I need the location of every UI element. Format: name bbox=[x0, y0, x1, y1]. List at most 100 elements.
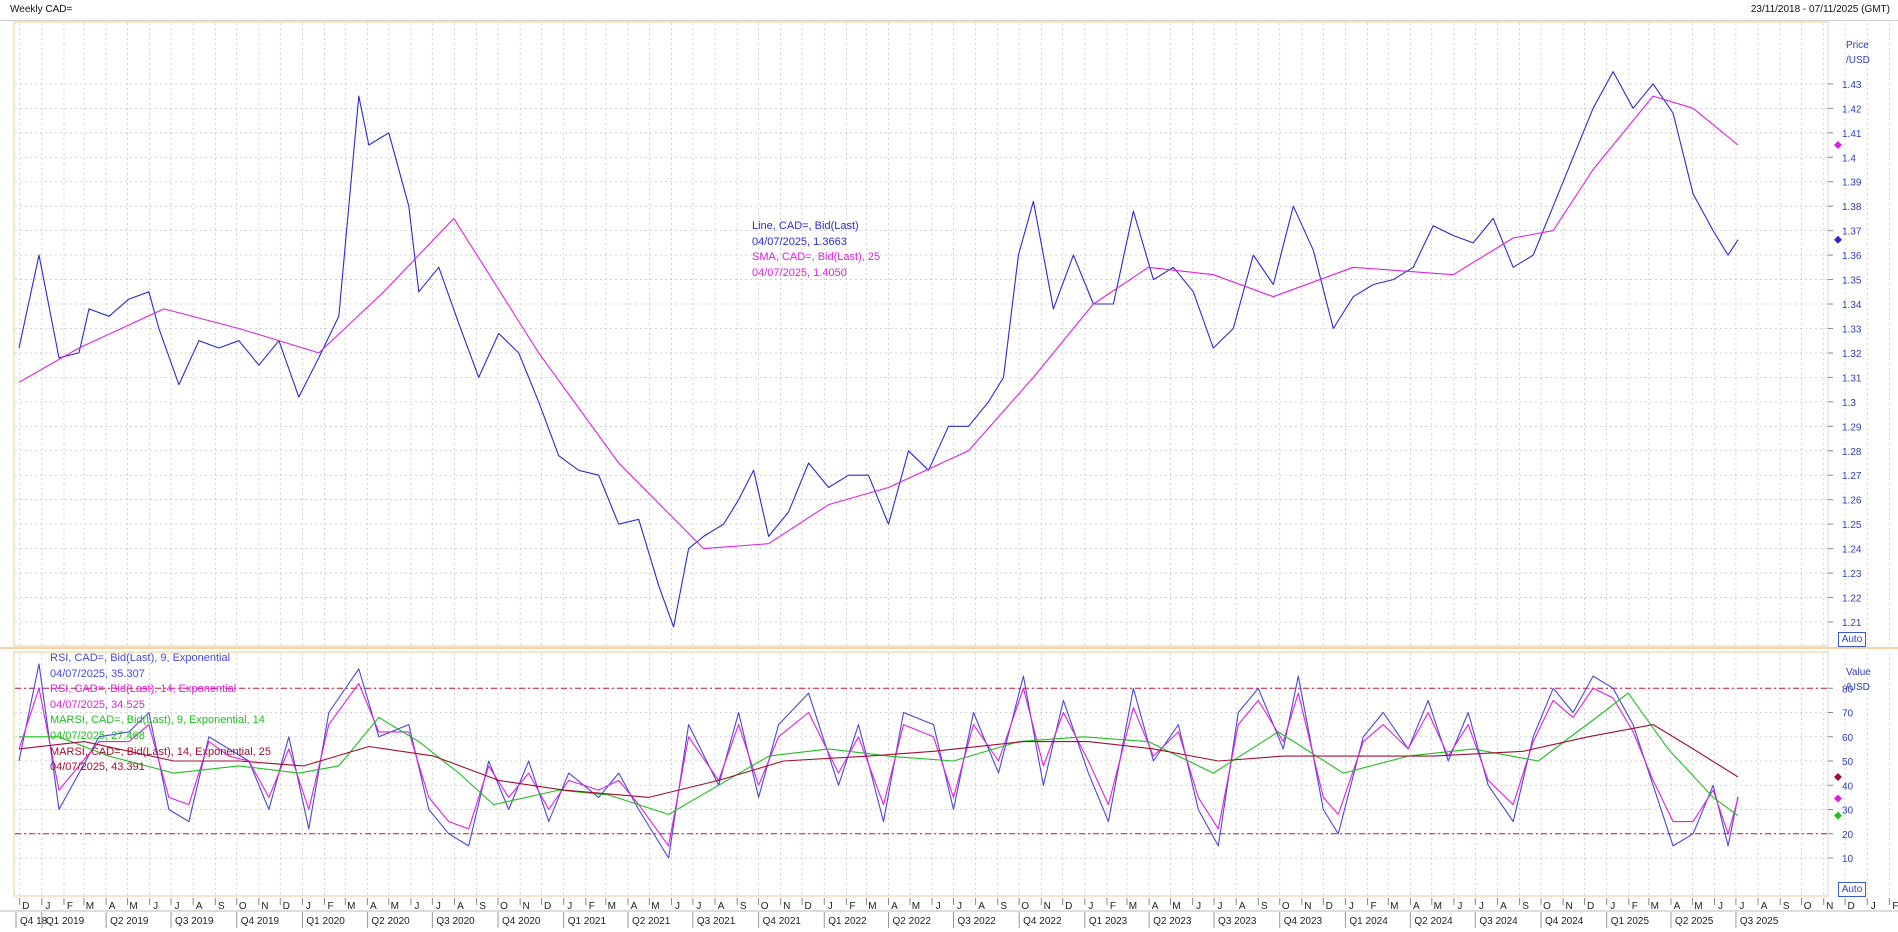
value-axis-title: Value bbox=[1846, 667, 1871, 678]
last-value-marker bbox=[1834, 773, 1842, 782]
y-tick-label: 1.21 bbox=[1842, 618, 1862, 629]
series-line bbox=[18, 71, 1739, 628]
price-auto-scale-button[interactable]: Auto bbox=[1838, 632, 1866, 647]
last-value-marker bbox=[1834, 811, 1842, 820]
month-label: F bbox=[67, 901, 73, 912]
y-tick-label: 1.27 bbox=[1842, 471, 1862, 482]
month-label: N bbox=[1044, 901, 1051, 912]
month-label: F bbox=[1370, 901, 1376, 912]
month-label: D bbox=[1326, 901, 1333, 912]
month-label: J bbox=[567, 901, 572, 912]
y-tick-label: 1.37 bbox=[1842, 227, 1862, 238]
month-label: J bbox=[1718, 901, 1723, 912]
value-axis-unit: /USD bbox=[1846, 682, 1870, 693]
quarter-label: Q2 2025 bbox=[1675, 916, 1714, 927]
month-label: A bbox=[1413, 901, 1420, 912]
series-line bbox=[19, 692, 1739, 817]
month-label: D bbox=[283, 901, 290, 912]
y-tick-label: 1.3 bbox=[1842, 398, 1856, 409]
month-label: J bbox=[414, 901, 419, 912]
month-label: A bbox=[718, 901, 725, 912]
quarter-label: Q1 2021 bbox=[568, 916, 607, 927]
month-label: S bbox=[1000, 901, 1007, 912]
legend-entry: RSI, CAD=, Bid(Last), 9, Exponential bbox=[50, 652, 231, 664]
month-label: O bbox=[761, 901, 769, 912]
quarter-label: Q1 2020 bbox=[306, 916, 345, 927]
legend-entry: 04/07/2025, 27.468 bbox=[50, 729, 145, 742]
quarter-label: Q4 2023 bbox=[1284, 916, 1323, 927]
month-label: O bbox=[1804, 901, 1812, 912]
value-auto-scale-button[interactable]: Auto bbox=[1838, 882, 1866, 897]
legend-entry: 04/07/2025, 35.307 bbox=[50, 667, 145, 680]
quarter-label: Q4 2020 bbox=[502, 916, 541, 927]
month-label: N bbox=[783, 901, 790, 912]
series-line bbox=[18, 724, 1739, 798]
legend-entry: Line, CAD=, Bid(Last) bbox=[752, 220, 859, 232]
month-label: A bbox=[457, 901, 464, 912]
y-tick-label: 10 bbox=[1842, 854, 1854, 865]
last-value-markers bbox=[1834, 141, 1842, 820]
month-label: O bbox=[239, 901, 247, 912]
y-tick-label: 1.31 bbox=[1842, 373, 1862, 384]
quarter-label: Q4 2019 bbox=[241, 916, 280, 927]
month-label: J bbox=[957, 901, 962, 912]
chart-header: Weekly CAD= 23/11/2018 - 07/11/2025 (GMT… bbox=[0, 0, 1898, 21]
month-label: F bbox=[849, 901, 855, 912]
month-label: J bbox=[1479, 901, 1484, 912]
legend-entry: MARSI, CAD=, Bid(Last), 14, Exponential,… bbox=[50, 745, 272, 758]
month-label: J bbox=[828, 901, 833, 912]
month-label: M bbox=[347, 901, 355, 912]
y-tick-label: 1.39 bbox=[1842, 178, 1862, 189]
month-label: M bbox=[129, 901, 137, 912]
month-label: N bbox=[1566, 901, 1573, 912]
price-panel-frame bbox=[13, 21, 1829, 647]
month-label: O bbox=[1543, 901, 1551, 912]
legend-entry: MARSI, CAD=, Bid(Last), 9, Exponential, … bbox=[50, 714, 265, 727]
month-label: J bbox=[1871, 901, 1876, 912]
y-tick-label: 30 bbox=[1842, 806, 1854, 817]
panel-frames bbox=[0, 21, 1898, 897]
month-label: O bbox=[1021, 901, 1029, 912]
month-label: S bbox=[479, 901, 486, 912]
quarter-label: Q1 2023 bbox=[1089, 916, 1128, 927]
month-label: A bbox=[370, 901, 377, 912]
month-label: D bbox=[544, 901, 551, 912]
last-value-marker bbox=[1834, 235, 1842, 244]
quarter-label: Q1 2022 bbox=[828, 916, 867, 927]
quarter-label: Q1 2019 bbox=[46, 916, 85, 927]
month-label: J bbox=[1349, 901, 1354, 912]
date-range: 23/11/2018 - 07/11/2025 (GMT) bbox=[1750, 4, 1890, 15]
y-tick-label: 1.42 bbox=[1842, 104, 1862, 115]
month-label: J bbox=[936, 901, 941, 912]
month-label: N bbox=[523, 901, 530, 912]
month-label: S bbox=[1261, 901, 1268, 912]
month-label: J bbox=[1457, 901, 1462, 912]
y-tick-label: 1.22 bbox=[1842, 594, 1862, 605]
month-label: M bbox=[1434, 901, 1442, 912]
month-label: S bbox=[740, 901, 747, 912]
y-tick-label: 1.29 bbox=[1842, 422, 1862, 433]
month-label: S bbox=[1522, 901, 1529, 912]
quarter-label: Q1 2025 bbox=[1611, 916, 1650, 927]
month-label: M bbox=[1651, 901, 1659, 912]
quarter-label: Q2 2021 bbox=[632, 916, 671, 927]
month-label: J bbox=[45, 901, 50, 912]
y-tick-label: 1.32 bbox=[1842, 349, 1862, 360]
month-label: S bbox=[1783, 901, 1790, 912]
quarter-label: Q4 2024 bbox=[1545, 916, 1584, 927]
month-label: J bbox=[1196, 901, 1201, 912]
month-label: M bbox=[391, 901, 399, 912]
month-label: A bbox=[196, 901, 203, 912]
legend-entry: 04/07/2025, 1.4050 bbox=[752, 266, 847, 279]
month-label: N bbox=[261, 901, 268, 912]
y-tick-label: 20 bbox=[1842, 830, 1854, 841]
quarter-label: Q1 2024 bbox=[1349, 916, 1388, 927]
month-label: J bbox=[1088, 901, 1093, 912]
quarter-label: Q2 2023 bbox=[1153, 916, 1192, 927]
quarter-label: Q2 2022 bbox=[893, 916, 932, 927]
y-tick-label: 1.35 bbox=[1842, 276, 1862, 287]
y-tick-label: 1.25 bbox=[1842, 520, 1862, 531]
month-label: F bbox=[1110, 901, 1116, 912]
month-label: O bbox=[1282, 901, 1290, 912]
